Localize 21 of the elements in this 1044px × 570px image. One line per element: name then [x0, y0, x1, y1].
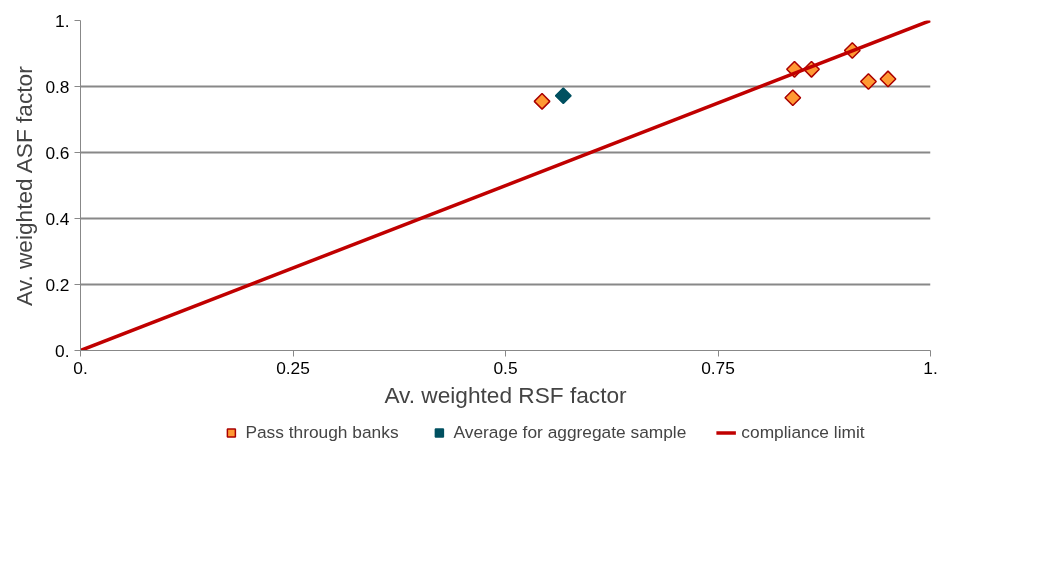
y-tick-label: 0.2	[45, 274, 70, 295]
legend-label: Average for aggregate sample	[453, 421, 687, 443]
x-tick-label: 1.	[923, 357, 938, 378]
x-tick-label: 0.5	[493, 357, 518, 378]
y-tick-label: 0.6	[45, 142, 70, 163]
y-axis-title: Av. weighted ASF factor	[11, 65, 38, 306]
point	[879, 70, 897, 88]
x-tick-label: 0.25	[276, 357, 310, 378]
point	[554, 87, 572, 105]
point	[784, 89, 802, 107]
x-tick-label: 0.75	[701, 357, 735, 378]
x-tick-label: 0.	[73, 357, 88, 378]
legend-label: Pass through banks	[245, 421, 399, 443]
x-axis-title: Av. weighted RSF factor	[384, 381, 628, 408]
point	[533, 92, 551, 110]
y-tick-label: 0.8	[45, 76, 70, 97]
y-tick-label: 1.	[55, 10, 70, 31]
point	[859, 73, 877, 91]
y-tick-label: 0.	[55, 340, 70, 361]
y-tick-label: 0.4	[45, 208, 70, 229]
legend-label: compliance limit	[741, 421, 865, 443]
